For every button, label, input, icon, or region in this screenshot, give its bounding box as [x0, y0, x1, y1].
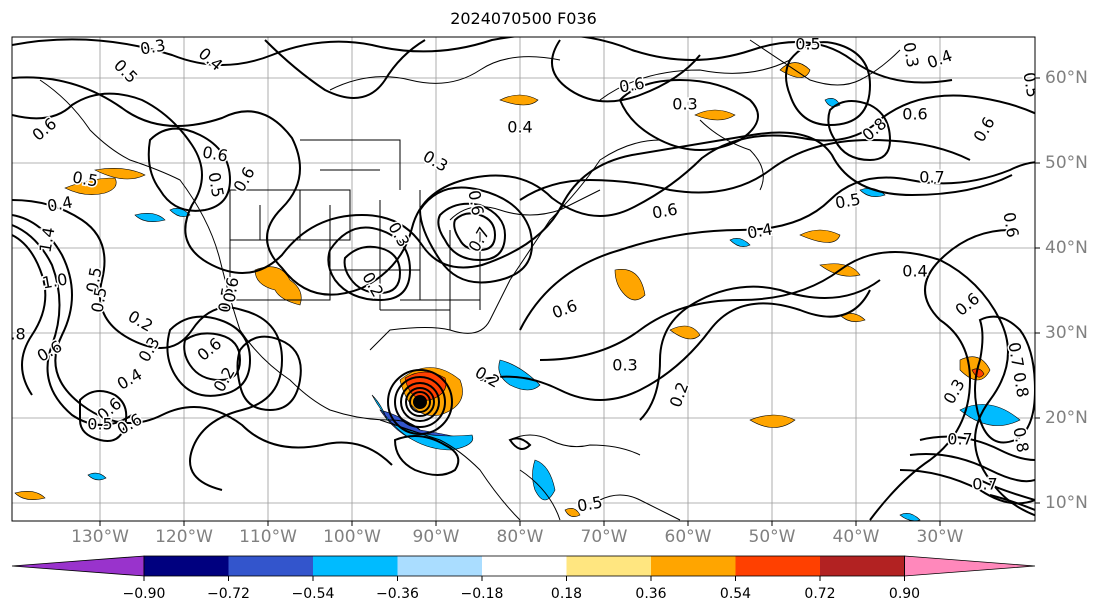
contour-label: 0.5: [576, 492, 604, 515]
contour-label: 0.6: [219, 276, 242, 304]
colorbar: [11, 555, 1036, 581]
colorbar-label: −0.54: [291, 586, 335, 602]
shade-orange-atl3: [669, 325, 701, 340]
colorbar-label: −0.90: [122, 586, 166, 602]
hurricane-rings: [387, 369, 453, 435]
colorbar-bin: [313, 556, 398, 576]
lat-tick-label: 20°N: [1045, 408, 1088, 428]
contour-label: 0.6: [902, 105, 927, 124]
contour-label: 0.5: [795, 35, 820, 54]
map-title: 2024070500 F036: [450, 9, 597, 28]
lat-tick-label: 50°N: [1045, 153, 1088, 173]
shade-blue-sw: [899, 513, 921, 521]
shade-lightblue-hurricane: [371, 394, 474, 451]
shade-orange-sa: [564, 508, 581, 517]
lon-tick-label: 50°W: [748, 527, 796, 547]
contour-label: 0.5: [204, 171, 227, 199]
contour-label: .8: [10, 325, 25, 344]
contour-label: 0.3: [672, 95, 697, 114]
contour-label: 0.4: [902, 262, 927, 281]
contour-label: 1.4: [35, 226, 58, 254]
contour-label: 0.5: [87, 415, 112, 434]
lon-tick-label: 110°W: [239, 527, 297, 547]
lon-tick-label: 90°W: [412, 527, 460, 547]
colorbar-label: 0.90: [888, 586, 921, 602]
lon-tick-label: 120°W: [155, 527, 213, 547]
colorbar-above-arrow: [904, 555, 1036, 577]
colorbar-label: 0.54: [719, 586, 752, 602]
lat-tick-label: 30°N: [1045, 323, 1088, 343]
contour-label: 0.6: [201, 142, 229, 165]
lat-tick-label: 40°N: [1045, 238, 1088, 258]
shade-blue-pac: [134, 213, 166, 222]
shade-blue-caribbean: [532, 459, 556, 501]
shade-orange-hudson: [499, 94, 539, 106]
colorbar-bin: [144, 556, 229, 576]
contour-label: 0.6: [999, 211, 1022, 239]
colorbar-label: 0.72: [804, 586, 836, 602]
shade-blue-atl2: [729, 238, 751, 247]
shade-blue-pac2: [169, 208, 191, 217]
contour-label: 0.7: [972, 475, 997, 494]
shade-blue-bl: [87, 472, 107, 481]
colorbar-label: 0.18: [550, 586, 583, 602]
colorbar-bin: [397, 556, 482, 576]
lat-tick-label: 60°N: [1045, 68, 1088, 88]
colorbar-bin: [735, 556, 820, 576]
shade-blue-florida: [498, 359, 541, 391]
colorbar-frame: [143, 555, 905, 577]
shade-orange-bc: [94, 168, 146, 180]
colorbar-bin: [820, 556, 905, 576]
lon-tick-label: 100°W: [323, 527, 381, 547]
lon-tick-label: 80°W: [496, 527, 544, 547]
contour-label: 0.7: [919, 168, 944, 187]
shade-orange-labrador: [694, 109, 736, 121]
lon-tick-label: 130°W: [71, 527, 129, 547]
contour-label: 0.4: [507, 118, 532, 137]
contour-label: 0.7: [947, 430, 972, 449]
lon-tick-label: 30°W: [916, 527, 964, 547]
lon-tick-label: 60°W: [664, 527, 712, 547]
coastlines: [39, 39, 901, 521]
colorbar-bin: [482, 556, 567, 576]
colorbar-bin: [651, 556, 736, 576]
colorbar-bin: [566, 556, 651, 576]
lon-tick-label: 70°W: [580, 527, 628, 547]
shade-orange-atl4: [749, 414, 796, 428]
colorbar-label: −0.18: [460, 586, 504, 602]
shaded-regions: [14, 62, 1021, 521]
contour-label: 0.3: [612, 356, 637, 375]
colorbar-below-arrow: [11, 555, 145, 577]
tick-marks: [99, 77, 1040, 526]
contour-lines: [12, 37, 1035, 521]
contour-label: 0.3: [139, 35, 167, 58]
lat-tick-label: 10°N: [1045, 493, 1088, 513]
colorbar-bin: [228, 556, 313, 576]
lon-tick-label: 40°W: [832, 527, 880, 547]
graticule: [12, 37, 1035, 521]
shade-orange-sw-us: [254, 266, 302, 306]
colorbar-label: −0.72: [207, 586, 250, 602]
shade-orange-pacific: [64, 177, 117, 195]
shade-orange-bl: [14, 491, 46, 500]
colorbar-label: 0.36: [635, 586, 667, 602]
shade-orange-atl1: [799, 229, 841, 243]
map-frame: [11, 36, 1036, 522]
colorbar-label: −0.36: [376, 586, 419, 602]
contour-label: 1.0: [41, 269, 69, 292]
shade-orange-atl2: [614, 268, 646, 301]
